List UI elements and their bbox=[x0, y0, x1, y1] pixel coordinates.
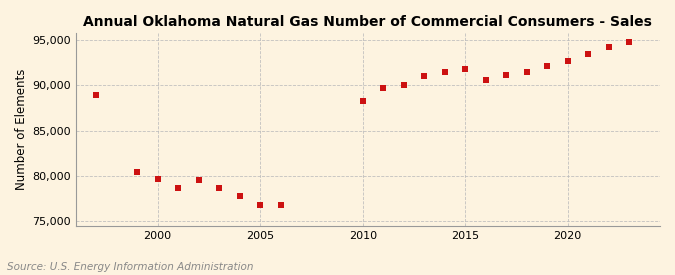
Text: Source: U.S. Energy Information Administration: Source: U.S. Energy Information Administ… bbox=[7, 262, 253, 272]
Y-axis label: Number of Elements: Number of Elements bbox=[15, 69, 28, 190]
Title: Annual Oklahoma Natural Gas Number of Commercial Consumers - Sales: Annual Oklahoma Natural Gas Number of Co… bbox=[84, 15, 652, 29]
